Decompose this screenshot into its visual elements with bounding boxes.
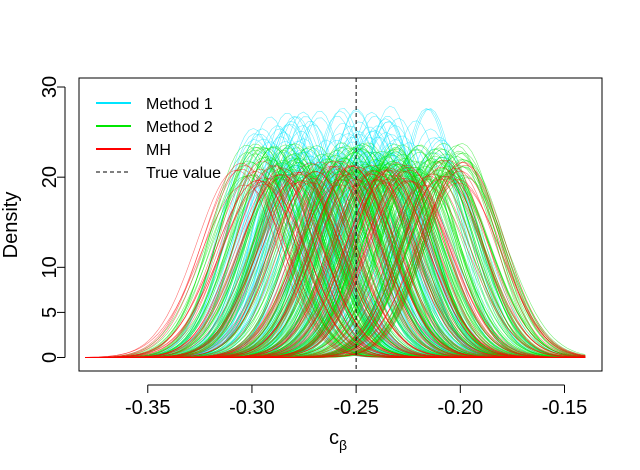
x-axis: -0.35 -0.30 -0.25 -0.20 -0.15 (125, 384, 588, 419)
x-tick-label: -0.35 (125, 397, 171, 419)
y-tick-label: 10 (39, 256, 61, 278)
series-mh (85, 159, 586, 358)
y-axis-title: Density (0, 192, 22, 259)
y-tick-label: 5 (39, 307, 61, 318)
legend: Method 1 Method 2 MH True value (96, 96, 221, 182)
legend-label: MH (146, 142, 171, 159)
plot-border (78, 77, 603, 372)
x-axis-title: cβ (329, 427, 347, 453)
x-axis-title-subscript: β (339, 437, 347, 453)
x-tick-label: -0.20 (438, 397, 484, 419)
legend-label: Method 1 (146, 96, 213, 113)
x-tick-label: -0.30 (229, 397, 275, 419)
x-tick-label: -0.25 (333, 397, 379, 419)
legend-label: True value (146, 165, 221, 182)
y-axis: 0 5 10 20 30 (39, 76, 66, 363)
y-tick-label: 30 (39, 76, 61, 98)
legend-label: Method 2 (146, 119, 213, 136)
y-tick-label: 20 (39, 166, 61, 188)
density-curve (85, 179, 586, 358)
y-tick-label: 0 (39, 352, 61, 363)
x-axis-title-main: c (329, 427, 339, 449)
x-tick-label: -0.15 (542, 397, 588, 419)
density-curves (85, 105, 586, 358)
